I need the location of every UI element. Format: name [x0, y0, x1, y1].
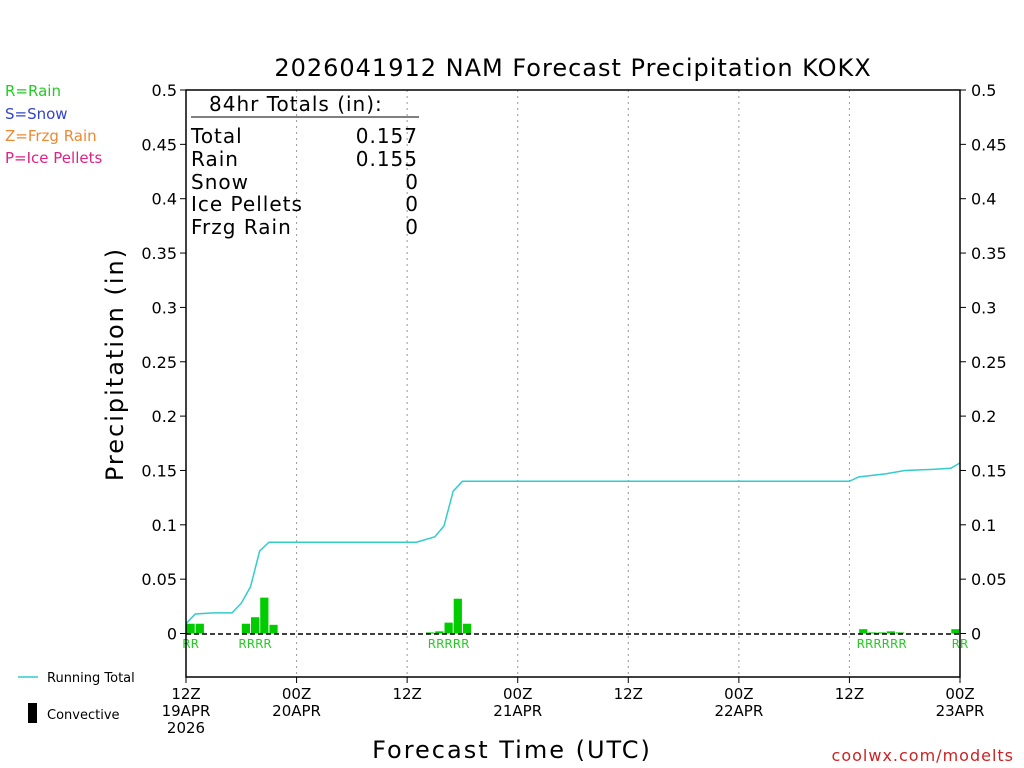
x-tick-label: 00Z	[282, 685, 311, 703]
y-tick-label: 0.15	[971, 461, 1007, 480]
ptype-label: RRRRR	[428, 637, 470, 651]
y-tick-label: 0.25	[141, 353, 177, 372]
precip-bar	[868, 632, 877, 634]
totals-value-rain: 0.155	[356, 147, 418, 171]
precip-bar	[951, 629, 960, 634]
x-tick-label: 00Z	[724, 685, 753, 703]
convective-label: Convective	[47, 708, 120, 723]
y-tick-label: 0	[167, 625, 177, 644]
ptype-label: RRRR	[238, 637, 271, 651]
precip-bar	[426, 632, 435, 634]
x-tick-label: 00Z	[503, 685, 532, 703]
y-tick-label: 0.15	[141, 461, 177, 480]
y-tick-label: 0.05	[141, 570, 177, 589]
ptype-label: RRRRRR	[857, 637, 907, 651]
x-tick-label: 00Z	[945, 685, 974, 703]
y-tick-label: 0.2	[971, 407, 996, 426]
precip-bar	[859, 629, 868, 634]
grid-layer	[296, 90, 850, 677]
x-tick-label: 2026	[167, 719, 205, 737]
y-tick-label: 0.35	[141, 244, 177, 263]
totals-value-frzg-rain: 0	[405, 215, 418, 239]
y-tick-label: 0.4	[152, 190, 177, 209]
bars-layer	[186, 597, 960, 634]
legend-ice-pellets: P=Ice Pellets	[5, 149, 102, 167]
y-axis-right: 0 0.05 0.1 0.15 0.2 0.25 0.3 0.35 0.4 0.45 0.5	[960, 81, 1007, 644]
ptype-legend: R=Rain S=Snow Z=Frzg Rain P=Ice Pellets	[5, 82, 102, 167]
totals-value-total: 0.157	[356, 124, 418, 148]
x-tick-label: 12Z	[614, 685, 643, 703]
precip-bar	[435, 631, 444, 634]
precip-bar	[444, 622, 453, 634]
x-tick-label: 22APR	[714, 702, 763, 720]
precip-bar	[186, 623, 195, 634]
totals-box: 84hr Totals (in): Total 0.157 Rain 0.155…	[190, 92, 419, 239]
totals-label-total: Total	[190, 124, 243, 148]
running-total-label: Running Total	[47, 671, 135, 686]
convective-swatch	[28, 703, 37, 723]
x-axis-label: Forecast Time (UTC)	[372, 736, 652, 764]
x-tick-label: 23APR	[936, 702, 985, 720]
totals-value-ice-pellets: 0	[405, 192, 418, 216]
precip-bar	[251, 617, 260, 634]
precip-bar	[241, 623, 250, 634]
y-tick-label: 0.35	[971, 244, 1007, 263]
x-tick-label: 12Z	[835, 685, 864, 703]
precip-bar	[886, 631, 895, 634]
y-tick-label: 0.4	[971, 190, 996, 209]
line-layer	[185, 462, 961, 625]
precip-bar	[453, 598, 462, 634]
precip-bar	[195, 623, 204, 634]
x-tick-label: 19APR	[162, 702, 211, 720]
y-tick-label: 0.3	[971, 298, 996, 317]
running-total-line	[185, 462, 961, 625]
y-tick-label: 0.1	[152, 516, 177, 535]
y-axis-label: Precipitation (in)	[101, 247, 129, 481]
precip-bar	[260, 597, 269, 634]
totals-label-rain: Rain	[191, 147, 239, 171]
y-tick-label: 0.5	[971, 81, 996, 100]
ptype-label: RR	[182, 637, 199, 651]
y-tick-label: 0.2	[152, 407, 177, 426]
y-tick-label: 0.45	[971, 135, 1007, 154]
x-tick-label: 20APR	[272, 702, 321, 720]
totals-label-frzg-rain: Frzg Rain	[191, 215, 292, 239]
y-tick-label: 0.25	[971, 353, 1007, 372]
ptype-labels-layer: RR RRRR RRRRR RRRRRR RR	[182, 637, 968, 651]
plot-frame	[185, 89, 961, 678]
totals-label-ice-pellets: Ice Pellets	[191, 192, 303, 216]
y-tick-label: 0.3	[152, 298, 177, 317]
y-tick-label: 0.45	[141, 135, 177, 154]
x-tick-label: 12Z	[392, 685, 421, 703]
precip-bar	[896, 632, 905, 634]
y-axis-left: 0 0.05 0.1 0.15 0.2 0.25 0.3 0.35 0.4 0.45 0.5	[141, 81, 186, 644]
precip-bar	[462, 623, 472, 634]
series-legend: Running Total Convective	[18, 671, 135, 723]
legend-rain: R=Rain	[5, 82, 61, 100]
y-tick-label: 0.05	[971, 570, 1007, 589]
chart-title: 2026041912 NAM Forecast Precipitation KO…	[274, 54, 871, 82]
precip-bar	[269, 624, 278, 634]
y-tick-label: 0.5	[152, 81, 177, 100]
totals-value-snow: 0	[405, 170, 418, 194]
totals-header: 84hr Totals (in):	[209, 92, 383, 116]
legend-snow: S=Snow	[5, 105, 68, 123]
precip-bar	[877, 632, 886, 634]
x-tick-label: 12Z	[171, 685, 200, 703]
totals-label-snow: Snow	[191, 170, 249, 194]
x-tick-label: 21APR	[493, 702, 542, 720]
site-credit: coolwx.com/modelts	[832, 746, 1014, 765]
y-tick-label: 0.1	[971, 516, 996, 535]
y-tick-label: 0	[971, 625, 981, 644]
legend-frzg-rain: Z=Frzg Rain	[5, 127, 97, 145]
